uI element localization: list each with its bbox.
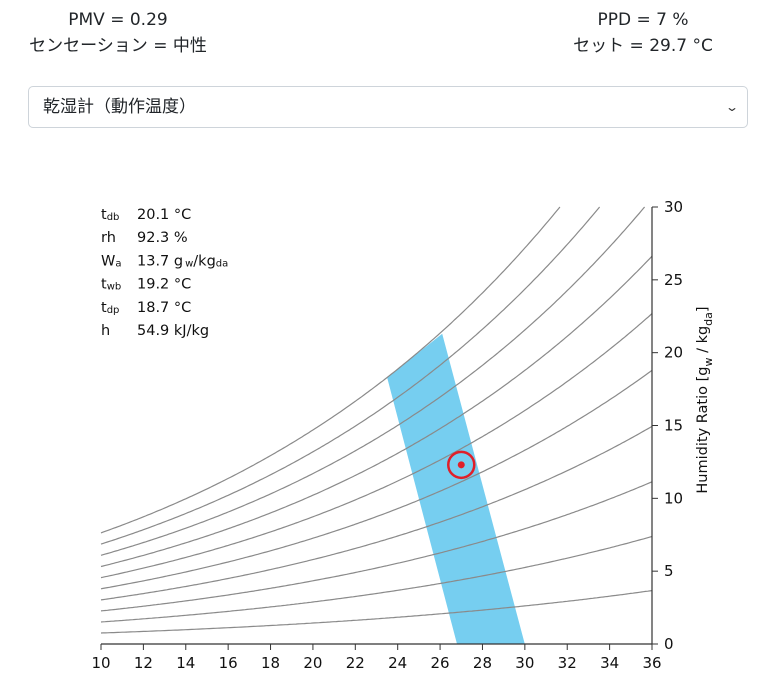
- pmv-value: PMV = 0.29: [68, 10, 168, 30]
- readout-unit-mid: /kg: [193, 253, 216, 269]
- x-tick-label: 30: [515, 654, 534, 672]
- readout-symbol: h: [101, 323, 110, 339]
- rh-curve-30: [100, 481, 653, 612]
- readout-symbol-sub: dp: [107, 305, 120, 316]
- readout-unit-sub: da: [216, 258, 228, 269]
- readout-value: 19.2 °C: [137, 277, 191, 293]
- y-tick-label: 15: [664, 417, 683, 435]
- header-right: PPD = 7 % セット = 29.7 °C: [518, 7, 768, 59]
- rh-curve-10: [100, 590, 653, 634]
- readout-symbol-main: t: [101, 207, 107, 223]
- readout-value-main: 92.3 %: [137, 230, 188, 246]
- chart-type-selected: 乾湿計（動作温度）: [43, 97, 196, 117]
- readout-symbol-sub: db: [107, 212, 120, 223]
- x-tick-label: 28: [473, 654, 492, 672]
- readout-value-main: 19.2 °C: [137, 277, 191, 293]
- readout-symbol-main: W: [101, 253, 115, 269]
- x-tick-label: 36: [642, 654, 661, 672]
- readout-value: 54.9 kJ/kg: [137, 323, 209, 339]
- readout-value: 18.7 °C: [137, 300, 191, 316]
- rh-curve-70: [100, 255, 653, 568]
- x-tick-label: 34: [600, 654, 619, 672]
- readout-symbol-sub: a: [115, 258, 121, 269]
- readout-value-main: 18.7 °C: [137, 300, 191, 316]
- y-axis-label-part: da: [702, 312, 715, 326]
- set-value: セット = 29.7 °C: [573, 36, 713, 56]
- y-tick-label: 25: [664, 271, 683, 289]
- x-tick-label: 10: [91, 654, 110, 672]
- readout-value-main: 54.9 kJ/kg: [137, 323, 209, 339]
- readout-symbol: rh: [101, 230, 116, 246]
- state-point-ring: [447, 450, 476, 480]
- x-tick-label: 24: [388, 654, 407, 672]
- x-tick-label: 12: [134, 654, 153, 672]
- readout-symbol-main: t: [101, 300, 107, 316]
- x-tick-label: 14: [176, 654, 195, 672]
- y-tick-label: 30: [664, 198, 683, 216]
- readout-value: 13.7 g w/kgda: [137, 253, 228, 269]
- rh-curve-50: [100, 369, 653, 590]
- y-axis-label-part: / kg: [695, 326, 711, 358]
- x-tick-label: 32: [558, 654, 577, 672]
- rh-curve-80: [100, 206, 646, 556]
- y-axis-label-part: w: [702, 358, 715, 367]
- readout-symbol-main: rh: [101, 230, 116, 246]
- y-tick-label: 20: [664, 344, 683, 362]
- x-tick-label: 26: [431, 654, 450, 672]
- chevron-down-icon: ⌄: [724, 100, 740, 114]
- readout-symbol-main: h: [101, 323, 110, 339]
- header-left: PMV = 0.29 センセーション = 中性: [0, 7, 236, 59]
- x-tick-label: 16: [219, 654, 238, 672]
- readout-value: 20.1 °C: [137, 207, 191, 223]
- x-tick-label: 20: [303, 654, 322, 672]
- readout-value: 92.3 %: [137, 230, 188, 246]
- y-tick-label: 5: [664, 562, 674, 580]
- rh-curve-90: [100, 206, 601, 545]
- rh-curve-100: [100, 206, 561, 534]
- sensation-value: センセーション = 中性: [29, 36, 207, 56]
- readout-value-main: 13.7 g: [137, 253, 183, 269]
- y-tick-label: 0: [664, 635, 674, 653]
- state-point-dot: [457, 461, 465, 469]
- readout-symbol: tdb: [101, 207, 119, 223]
- x-tick-label: 18: [261, 654, 280, 672]
- readout-symbol-sub: wb: [107, 282, 122, 293]
- readout-symbol: tdp: [101, 300, 119, 316]
- y-tick-label: 10: [664, 489, 683, 507]
- rh-curve-20: [100, 535, 653, 623]
- rh-curve-40: [100, 425, 653, 601]
- readout-unit-sub: w: [185, 258, 193, 269]
- x-tick-label: 22: [346, 654, 365, 672]
- comfort-zone: [387, 333, 525, 644]
- y-axis-label: Humidity Ratio [gw / kgda]: [695, 306, 715, 493]
- readout-symbol-main: t: [101, 277, 107, 293]
- ppd-value: PPD = 7 %: [597, 10, 689, 30]
- readout-value-main: 20.1 °C: [137, 207, 191, 223]
- y-axis-label-part: ]: [695, 306, 711, 312]
- y-axis-label-part: Humidity Ratio [g: [695, 367, 711, 494]
- readout-symbol: Wa: [101, 253, 121, 269]
- readout-symbol: twb: [101, 277, 121, 293]
- chart-type-select[interactable]: 乾湿計（動作温度） ⌄: [28, 86, 748, 128]
- rh-curve-60: [100, 313, 653, 579]
